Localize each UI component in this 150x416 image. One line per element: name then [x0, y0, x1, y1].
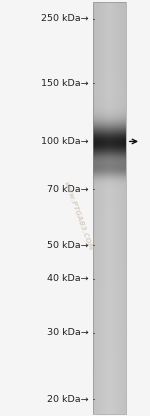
Text: 20 kDa→: 20 kDa→: [47, 395, 88, 404]
Text: 40 kDa→: 40 kDa→: [47, 274, 88, 283]
Text: 100 kDa→: 100 kDa→: [41, 137, 88, 146]
Bar: [93, 2, 126, 414]
Text: 70 kDa→: 70 kDa→: [47, 185, 88, 194]
Text: 150 kDa→: 150 kDa→: [41, 79, 88, 88]
Text: 250 kDa→: 250 kDa→: [41, 14, 88, 23]
Text: www.PTGAB3.COM: www.PTGAB3.COM: [63, 181, 93, 252]
Text: 50 kDa→: 50 kDa→: [47, 241, 88, 250]
Text: 30 kDa→: 30 kDa→: [47, 328, 88, 337]
